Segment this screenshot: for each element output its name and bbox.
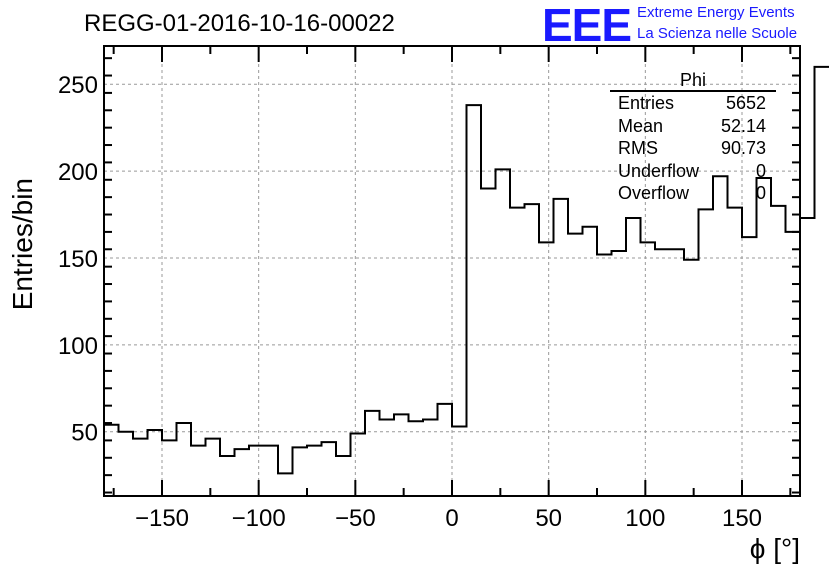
stats-row: Entries 5652 [610,92,776,115]
x-axis-title: ϕ [°] [750,533,800,564]
stats-value: 0 [755,183,766,203]
y-tick-label: 150 [58,246,98,273]
y-tick-labels: 50 100 150 200 250 [58,72,98,446]
eee-logo: EEE [542,0,632,51]
stats-value: 0 [755,160,766,181]
x-tick-label: 150 [722,505,762,532]
stats-label: Mean [618,115,664,136]
stats-box: Phi Entries 5652 Mean 52.14 RMS 90.73 Un… [610,70,776,205]
stats-label: Overflow [618,183,690,203]
stats-row: RMS 90.73 [610,137,776,160]
x-tick-labels: −150 −100 −50 0 50 100 150 [135,505,762,532]
stats-value: 52.14 [720,115,766,136]
logo-line-1: Extreme Energy Events [637,4,795,21]
stats-value: 90.73 [720,138,766,158]
x-tick-label: 100 [625,505,665,532]
stats-row: Underflow 0 [610,160,776,183]
stats-label: Entries [618,93,675,113]
y-tick-label: 250 [58,72,98,99]
x-tick-label: 50 [535,505,562,532]
y-axis-title: Entries/bin [7,178,38,310]
stats-value: 5652 [725,93,766,113]
stats-label: Underflow [618,160,700,181]
stats-title: Phi [610,70,776,92]
logo-line-2: La Scienza nelle Scuole [637,25,798,42]
x-tick-label: 0 [445,505,458,532]
grid [104,46,800,496]
stats-row: Mean 52.14 [610,115,776,138]
x-tick-label: −150 [135,505,189,532]
x-tick-label: −100 [232,505,286,532]
stats-row: Overflow 0 [610,182,776,205]
axis-ticks [104,46,800,496]
y-tick-label: 100 [58,333,98,360]
histogram-series [104,65,829,475]
y-tick-label: 200 [58,159,98,186]
stats-label: RMS [618,138,658,158]
y-tick-label: 50 [71,420,98,447]
chart-title: REGG-01-2016-10-16-00022 [84,10,395,37]
x-tick-label: −50 [335,505,376,532]
